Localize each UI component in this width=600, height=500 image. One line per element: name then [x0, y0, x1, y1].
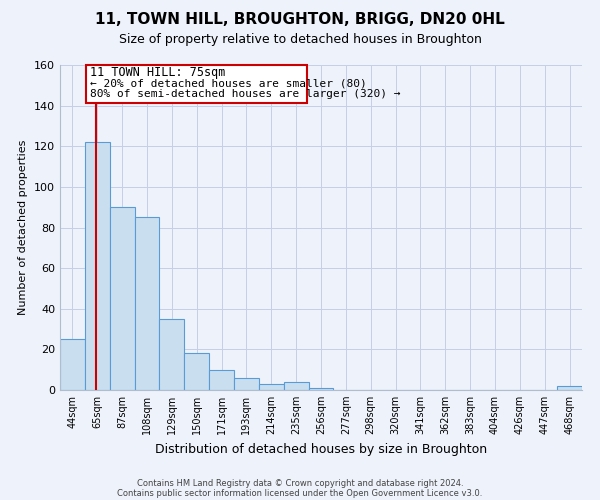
Text: Size of property relative to detached houses in Broughton: Size of property relative to detached ho… [119, 32, 481, 46]
X-axis label: Distribution of detached houses by size in Broughton: Distribution of detached houses by size … [155, 442, 487, 456]
Bar [134, 218, 160, 390]
Y-axis label: Number of detached properties: Number of detached properties [19, 140, 28, 315]
FancyBboxPatch shape [86, 65, 307, 102]
Bar [308, 388, 334, 390]
Bar [184, 354, 209, 390]
Bar [160, 319, 184, 390]
Text: 11, TOWN HILL, BROUGHTON, BRIGG, DN20 0HL: 11, TOWN HILL, BROUGHTON, BRIGG, DN20 0H… [95, 12, 505, 28]
Text: ← 20% of detached houses are smaller (80): ← 20% of detached houses are smaller (80… [90, 78, 367, 88]
Text: 11 TOWN HILL: 75sqm: 11 TOWN HILL: 75sqm [90, 66, 225, 79]
Bar [60, 339, 85, 390]
Text: Contains public sector information licensed under the Open Government Licence v3: Contains public sector information licen… [118, 488, 482, 498]
Bar [209, 370, 234, 390]
Text: Contains HM Land Registry data © Crown copyright and database right 2024.: Contains HM Land Registry data © Crown c… [137, 478, 463, 488]
Bar [234, 378, 259, 390]
Bar [259, 384, 284, 390]
Text: 80% of semi-detached houses are larger (320) →: 80% of semi-detached houses are larger (… [90, 90, 400, 100]
Bar [557, 386, 582, 390]
Bar [284, 382, 308, 390]
Bar [110, 207, 134, 390]
Bar [85, 142, 110, 390]
